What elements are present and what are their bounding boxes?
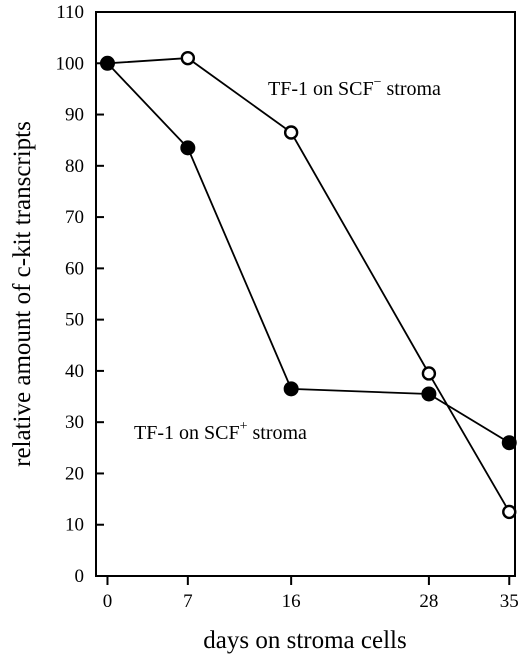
y-tick-label-50: 50 bbox=[65, 310, 84, 331]
series-1-point-35 bbox=[501, 435, 517, 451]
y-tick-label-100: 100 bbox=[56, 53, 85, 74]
annotation-scf-negative: TF-1 on SCF− stroma bbox=[268, 75, 441, 100]
y-tick-label-80: 80 bbox=[65, 156, 84, 177]
annotation-scf-positive: TF-1 on SCF+ stroma bbox=[134, 419, 307, 444]
y-axis: 0 10 20 30 40 50 60 70 80 90 100 110 bbox=[56, 2, 104, 587]
series-1-line bbox=[106, 62, 510, 444]
x-tick-label-28: 28 bbox=[419, 591, 438, 612]
series-1-point-16 bbox=[283, 381, 299, 397]
x-tick-label-16: 16 bbox=[282, 591, 301, 612]
x-axis: 0 7 16 28 35 bbox=[103, 576, 519, 612]
x-axis-title: days on stroma cells bbox=[203, 627, 406, 654]
y-tick-label-60: 60 bbox=[65, 258, 84, 279]
x-tick-label-7: 7 bbox=[183, 591, 193, 612]
annotation-scf-negative-suffix: stroma bbox=[382, 78, 442, 100]
y-tick-label-70: 70 bbox=[65, 207, 84, 228]
y-axis-title: relative amount of c-kit transcripts bbox=[9, 121, 36, 467]
x-tick-label-0: 0 bbox=[103, 591, 113, 612]
annotation-scf-negative-text: TF-1 on SCF bbox=[268, 78, 374, 100]
annotation-scf-negative-sup: − bbox=[374, 75, 382, 90]
y-tick-label-0: 0 bbox=[75, 566, 85, 587]
series-0-point-28 bbox=[421, 366, 437, 381]
series-0-point-7 bbox=[180, 50, 196, 66]
annotation-scf-positive-suffix: stroma bbox=[248, 422, 308, 444]
annotation-scf-positive-sup: + bbox=[240, 419, 248, 434]
y-tick-label-20: 20 bbox=[65, 463, 84, 484]
series-1-point-0 bbox=[99, 55, 115, 71]
y-tick-label-40: 40 bbox=[65, 361, 84, 382]
annotation-scf-positive-text: TF-1 on SCF bbox=[134, 422, 240, 444]
plot-frame bbox=[95, 11, 516, 577]
y-tick-label-90: 90 bbox=[65, 105, 84, 126]
series-layer bbox=[99, 50, 517, 520]
x-tick-label-35: 35 bbox=[500, 591, 519, 612]
series-1-point-7 bbox=[180, 140, 196, 156]
y-tick-label-30: 30 bbox=[65, 412, 84, 433]
y-tick-label-110: 110 bbox=[56, 2, 84, 23]
series-0-point-16 bbox=[283, 125, 299, 140]
series-1-point-28 bbox=[421, 386, 437, 402]
y-tick-label-10: 10 bbox=[65, 515, 84, 536]
series-0-point-35 bbox=[502, 504, 517, 520]
